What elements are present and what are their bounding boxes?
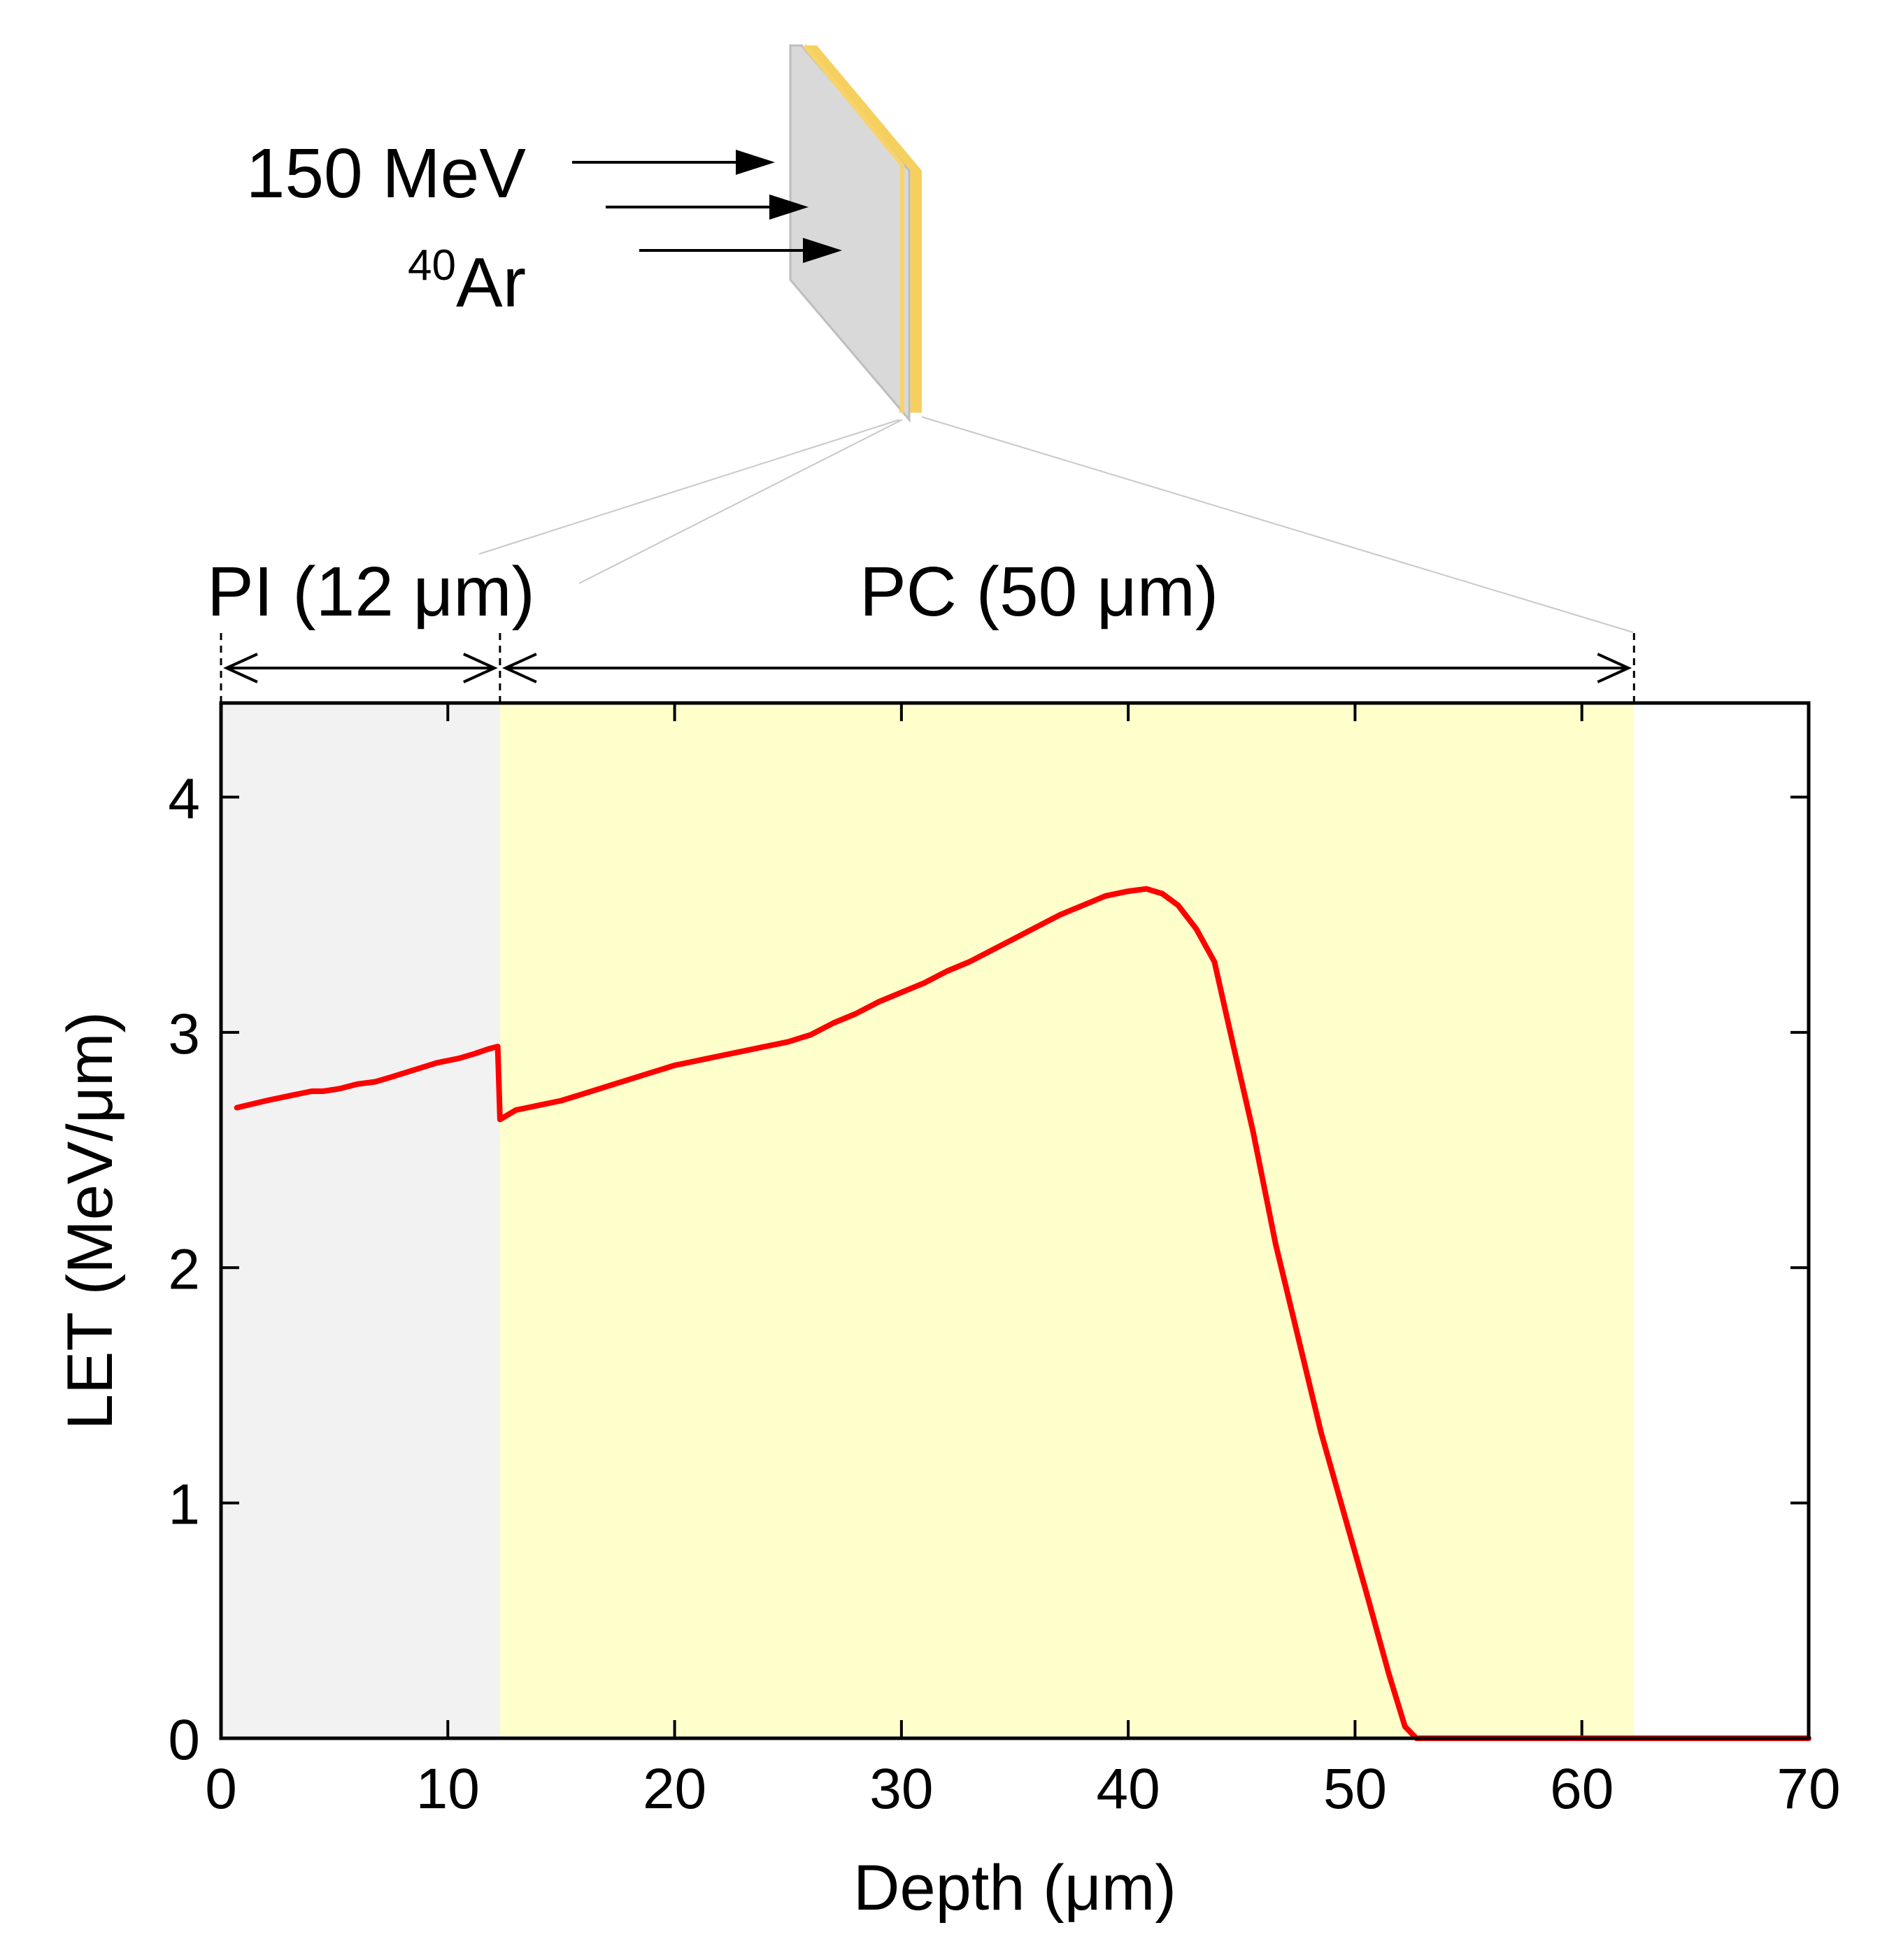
arrow-head-icon xyxy=(1597,653,1632,683)
x-tick-label: 70 xyxy=(1776,1757,1840,1821)
let-curve xyxy=(234,886,1811,1741)
x-tick-label: 10 xyxy=(416,1757,480,1821)
pc-region-shading xyxy=(499,703,1635,1738)
arrow-head-icon xyxy=(463,653,498,683)
let-chart: 0 10 20 30 40 50 60 70 0 1 2 3 4 Depth (μm) LET (Me… xyxy=(55,553,1841,1924)
y-tick-labels: 0 1 2 3 4 xyxy=(168,767,200,1772)
y-tick-label: 0 xyxy=(168,1708,200,1772)
arrow-head-icon xyxy=(502,653,537,683)
ion-symbol: Ar xyxy=(456,243,526,322)
y-tick-label: 4 xyxy=(168,767,200,831)
y-tick-label: 3 xyxy=(168,1002,200,1066)
arrow-head-icon xyxy=(223,653,258,683)
x-tick-label: 60 xyxy=(1550,1757,1614,1821)
ion-mass-number: 40 xyxy=(408,241,456,290)
y-axis-title: LET (MeV/μm) xyxy=(55,1011,126,1430)
x-tick-labels: 0 10 20 30 40 50 60 70 xyxy=(205,1757,1840,1821)
x-tick-label: 30 xyxy=(869,1757,933,1821)
x-tick-label: 40 xyxy=(1097,1757,1160,1821)
beam-arrows xyxy=(572,150,842,263)
pc-layer-label: PC (50 μm) xyxy=(860,553,1218,631)
pi-region-shading xyxy=(221,703,500,1738)
pi-layer-label: PI (12 μm) xyxy=(207,553,535,631)
beam-ion-label: 40Ar xyxy=(408,241,526,322)
y-tick-label: 1 xyxy=(168,1473,200,1537)
zoom-lines xyxy=(478,416,1634,633)
target-edge-highlight xyxy=(802,44,904,413)
x-axis-title: Depth (μm) xyxy=(853,1852,1176,1924)
x-tick-label: 20 xyxy=(643,1757,706,1821)
beam-energy-label: 150 MeV xyxy=(246,134,527,213)
arrow-head-icon xyxy=(803,238,842,263)
x-tick-label: 50 xyxy=(1323,1757,1387,1821)
target-schematic xyxy=(789,44,922,423)
x-tick-label: 0 xyxy=(205,1757,237,1821)
y-tick-label: 2 xyxy=(168,1237,200,1301)
arrow-head-icon xyxy=(736,150,775,175)
region-markers xyxy=(220,633,1635,703)
target-pc-layer xyxy=(806,45,922,413)
arrow-head-icon xyxy=(769,194,809,220)
plot-frame xyxy=(219,701,1811,1740)
